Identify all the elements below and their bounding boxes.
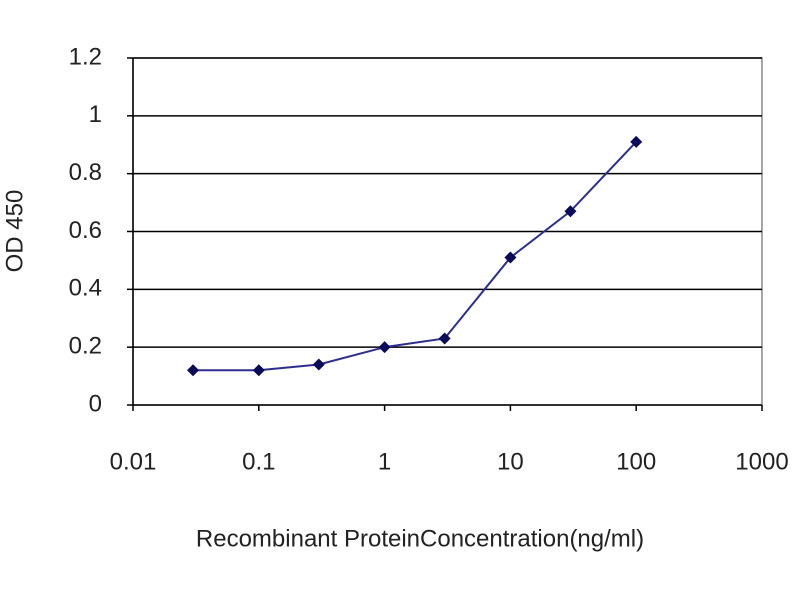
- x-tick-label: 0.01: [110, 448, 157, 475]
- y-tick-label: 0.6: [69, 217, 102, 244]
- x-tick-label: 1: [378, 448, 391, 475]
- data-line: [193, 141, 637, 372]
- data-point: [187, 364, 200, 377]
- y-tick-label: 0.4: [69, 275, 102, 302]
- y-tick-label: 0: [89, 390, 102, 417]
- x-tick-label: 10: [497, 448, 524, 475]
- data-point: [312, 358, 325, 371]
- x-tick-label: 1000: [735, 448, 788, 475]
- y-tick-label: 1: [89, 101, 102, 128]
- x-tick-label: 0.1: [242, 448, 275, 475]
- y-tick-label: 1.2: [69, 43, 102, 70]
- data-point: [438, 332, 451, 345]
- y-tick-label: 0.8: [69, 159, 102, 186]
- data-point: [504, 251, 517, 264]
- data-point: [564, 205, 577, 218]
- y-axis-label: OD 450: [1, 190, 28, 273]
- x-axis-label: Recombinant ProteinConcentration(ng/ml): [196, 525, 644, 552]
- data-point: [378, 341, 391, 354]
- y-tick-label: 0.2: [69, 333, 102, 360]
- data-point: [252, 364, 265, 377]
- x-tick-label: 100: [616, 448, 656, 475]
- data-point: [630, 135, 643, 148]
